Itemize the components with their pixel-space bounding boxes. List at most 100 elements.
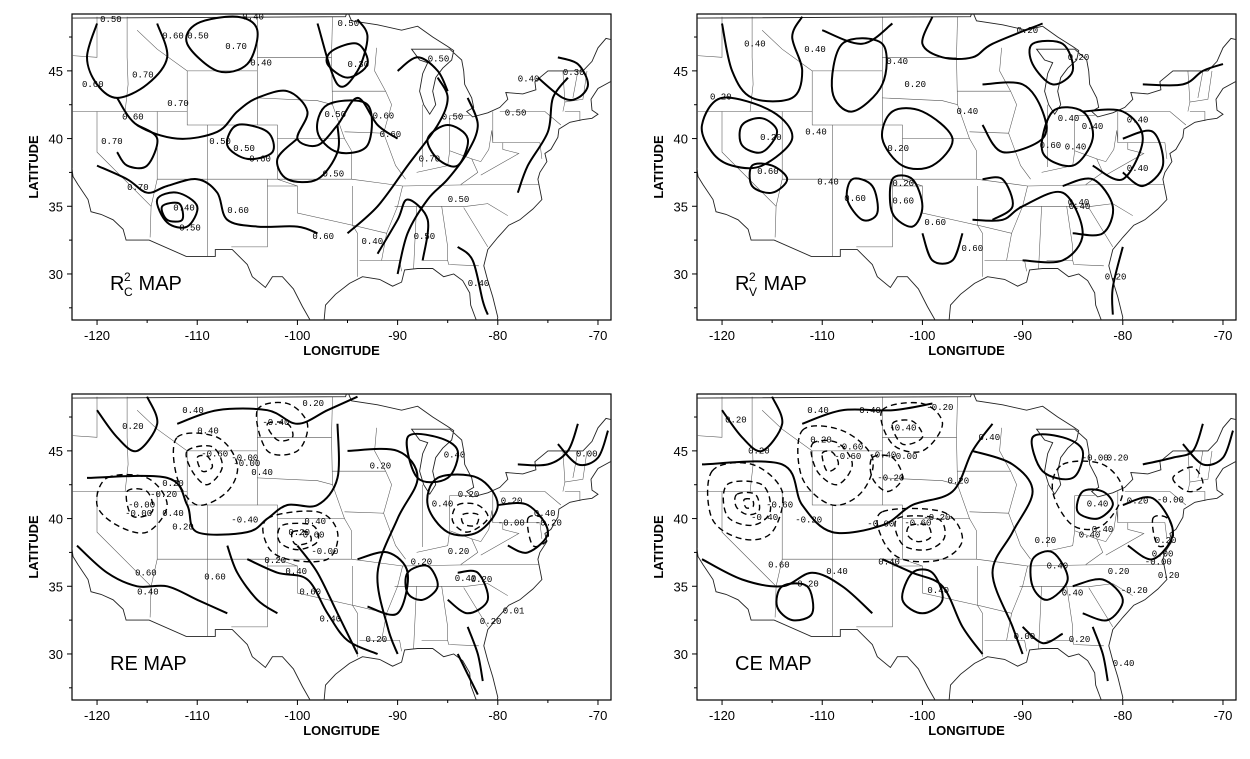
contour-label: 0.20 xyxy=(458,490,480,500)
contour-line xyxy=(748,162,789,194)
state-boundary xyxy=(1066,203,1133,216)
state-boundary xyxy=(1027,184,1164,187)
contour-line xyxy=(721,396,784,453)
contour-label: 0.50 xyxy=(323,170,345,180)
y-tick-label: 30 xyxy=(49,647,63,662)
contour-label: 0.40 xyxy=(1065,142,1087,152)
map-title: RE MAP xyxy=(110,653,187,675)
state-boundary xyxy=(332,470,392,514)
contour-label: -0.60 xyxy=(297,531,324,541)
state-boundary xyxy=(1041,586,1073,641)
contour-label: 0.40 xyxy=(1082,122,1104,132)
contour-line xyxy=(176,395,358,425)
contour-line xyxy=(404,564,439,602)
x-tick-label: -120 xyxy=(84,708,110,723)
contour-label: 0.20 xyxy=(797,579,819,589)
contour-label: 0.60 xyxy=(162,31,184,41)
contour-line xyxy=(1122,129,1165,188)
contour-line xyxy=(526,514,550,548)
contour-line xyxy=(316,99,373,155)
contour-line xyxy=(246,558,379,655)
contour-line xyxy=(457,246,489,315)
state-boundary xyxy=(499,111,562,126)
state-boundary xyxy=(1105,142,1145,176)
contour-line xyxy=(982,176,1014,221)
us-outline xyxy=(697,14,1236,320)
x-tick-label: -70 xyxy=(589,708,608,723)
contour-label: 0.60 xyxy=(82,80,104,90)
contour-label: 0.60 xyxy=(204,573,226,583)
contour-label: -0.00 xyxy=(498,518,525,528)
state-boundary xyxy=(157,178,403,187)
contour-label: 0.40 xyxy=(1062,589,1084,599)
contour-line xyxy=(1030,433,1085,481)
contour-line xyxy=(347,447,419,655)
state-boundary xyxy=(416,206,448,261)
state-boundary xyxy=(374,47,386,92)
contour-label: 0.40 xyxy=(826,567,848,577)
contour-label: 0.40 xyxy=(362,237,384,247)
contour-line xyxy=(810,439,854,486)
x-tick-label: -80 xyxy=(488,708,507,723)
contour-label: -0.00 xyxy=(125,509,152,519)
contour-line xyxy=(801,402,933,425)
map-layer: 0.50 0.400.60 0.500.400.500.300.500.700.70… xyxy=(72,14,611,320)
contour-line xyxy=(537,56,590,102)
contour-label: 0.50 xyxy=(505,109,527,119)
contour-label: 0.50 xyxy=(100,15,122,25)
contour-label: 0.50 xyxy=(233,144,255,154)
contour-label: 0.40 xyxy=(173,203,195,213)
contour-label: -0.40 xyxy=(889,424,916,434)
contour-label: 0.20 xyxy=(162,479,184,489)
state-boundary xyxy=(441,203,508,216)
contour-label: -0.00 xyxy=(1082,453,1109,463)
contour-line xyxy=(86,423,340,536)
contour-line xyxy=(276,124,340,184)
state-boundary xyxy=(1189,491,1206,501)
contour-label: 0.20 xyxy=(1107,453,1129,463)
contour-label: 0.40 xyxy=(927,586,949,596)
state-boundary xyxy=(1124,491,1187,506)
contour-line xyxy=(869,454,904,493)
contour-line xyxy=(225,123,275,161)
state-boundary xyxy=(416,150,479,185)
state-boundary xyxy=(782,178,1028,187)
contour-label: 0.20 xyxy=(1155,536,1177,546)
contour-label: 0.20 xyxy=(710,92,732,102)
contour-label: 0.20 xyxy=(760,133,782,143)
contour-label: 0.20 xyxy=(748,447,770,457)
contour-line xyxy=(1172,466,1204,493)
contour-line xyxy=(125,487,154,518)
y-tick-label: 35 xyxy=(49,199,63,214)
state-boundary xyxy=(186,70,258,126)
state-boundary xyxy=(416,586,448,641)
y-tick-label: 40 xyxy=(674,512,688,527)
contour-label: 0.60 xyxy=(122,113,144,123)
map-title-rest: MAP xyxy=(133,273,182,295)
state-boundary xyxy=(1072,260,1104,267)
contour-line xyxy=(876,507,964,563)
y-tick-label: 45 xyxy=(49,444,63,459)
contour-line xyxy=(1091,626,1109,682)
contour-label: 0.40 xyxy=(250,59,272,69)
contour-label: 0.40 xyxy=(1079,531,1101,541)
state-boundary xyxy=(1105,522,1145,556)
state-boundary xyxy=(149,491,158,618)
contour-line xyxy=(981,81,1048,154)
contour-line xyxy=(96,396,159,453)
contour-line xyxy=(1029,550,1069,601)
map-title-main: R xyxy=(110,273,124,295)
contour-label: 0.20 xyxy=(411,558,433,568)
state-boundary xyxy=(1027,564,1164,567)
contour-line xyxy=(906,523,932,543)
contour-line xyxy=(972,190,1084,264)
contour-label: 0.40 xyxy=(817,178,839,188)
state-boundary xyxy=(721,491,777,587)
contour-label: 0.20 xyxy=(366,635,388,645)
contour-line xyxy=(1051,460,1124,531)
contour-label: 0.30 xyxy=(563,68,585,78)
contour-line xyxy=(460,512,480,527)
x-tick-label: -80 xyxy=(1113,328,1132,343)
y-axis-title: LATITUDE xyxy=(651,135,666,199)
contour-label: 0.50 xyxy=(448,195,470,205)
